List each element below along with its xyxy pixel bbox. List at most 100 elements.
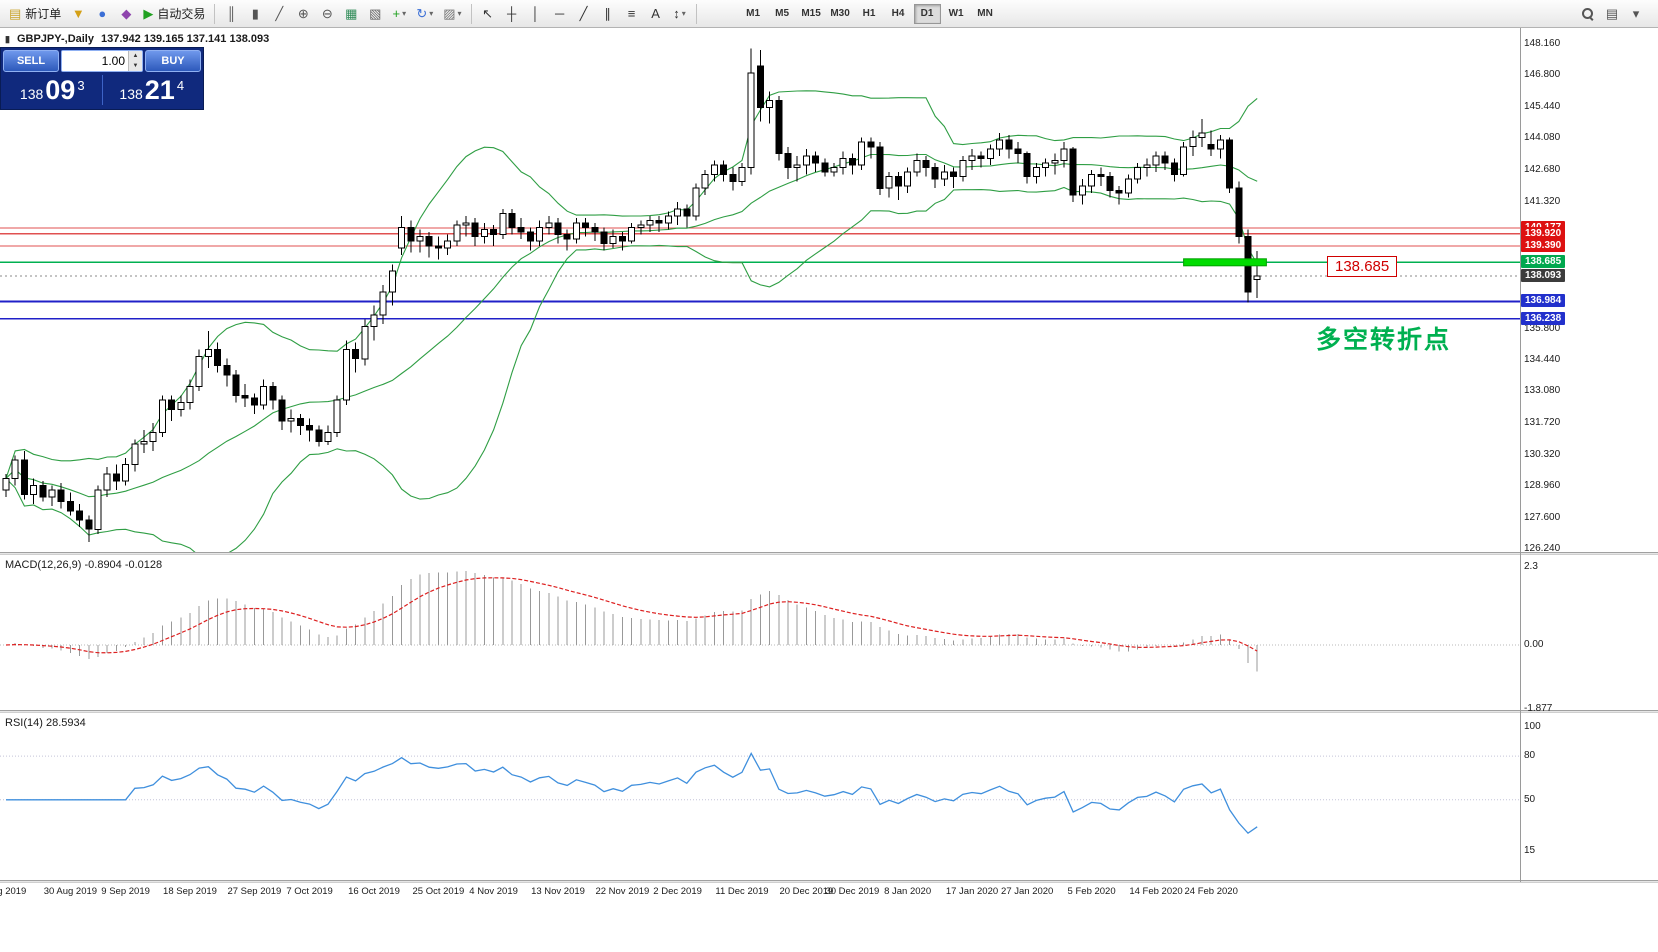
buy-pips: 21 — [144, 74, 175, 105]
candle — [1005, 135, 1013, 159]
macd-panel-splitter[interactable] — [0, 552, 1658, 555]
price-level-annotation[interactable]: 138.685 — [1327, 256, 1398, 277]
bar-chart-button[interactable]: ║ — [220, 3, 242, 25]
timeframe-w1[interactable]: W1 — [948, 8, 964, 19]
line-chart-button[interactable]: ╱ — [268, 3, 290, 25]
candle — [398, 215, 406, 256]
price-level-tag: 139.920 — [1521, 226, 1566, 240]
turning-point-note[interactable]: 多空转折点 — [1316, 326, 1452, 354]
candle — [342, 340, 350, 405]
candle — [1051, 153, 1059, 175]
fibonacci-button[interactable]: ≡ — [621, 3, 643, 25]
sell-button[interactable]: SELL — [3, 50, 59, 72]
sell-price[interactable]: 138 09 3 — [3, 76, 102, 104]
text-icon: A — [651, 6, 660, 21]
candle — [269, 381, 277, 410]
autotrading-button[interactable]: ▶ 自动交易 — [139, 3, 209, 25]
candle — [710, 160, 718, 182]
trendline-button[interactable]: ╱ — [573, 3, 595, 25]
timeframe-m15[interactable]: M15 — [801, 8, 821, 19]
channel-button[interactable]: ∥ — [597, 3, 619, 25]
buy-point: 4 — [176, 77, 185, 93]
layouts-button[interactable]: ▤ — [1601, 3, 1623, 25]
rsi-axis-label: 50 — [1524, 793, 1536, 805]
candle — [20, 450, 28, 500]
chart-ohlc-values: 137.942 139.165 137.141 138.093 — [101, 33, 270, 45]
cascade-windows-button[interactable]: ▧ — [364, 3, 386, 25]
indicators-button[interactable]: ▨ ▾ — [439, 3, 465, 25]
candle — [1235, 181, 1243, 244]
buy-price[interactable]: 138 21 4 — [103, 74, 202, 105]
horizontal-line-button[interactable]: ─ — [549, 3, 571, 25]
market-watch-button[interactable]: ▼ — [67, 3, 89, 25]
time-axis-label: 9 Sep 2019 — [101, 886, 150, 897]
toolbar: ▤ 新订单 ▼ ● ◆ ▶ 自动交易 ║ ▮ ╱ ⊕ ⊖ ▦ ▧ + ▾ ↻ ▾ ▨ ▾ ↖ ┼ │ ─ ╱ ∥ ≡ A ↕ ▾ M1 M5 M… — [0, 0, 1658, 28]
cursor-button[interactable]: ↖ — [477, 3, 499, 25]
new-chart-button[interactable]: + ▾ — [388, 3, 410, 25]
price-level-tag: 138.685 — [1521, 255, 1566, 269]
new-order-button[interactable]: ▤ 新订单 — [5, 3, 65, 25]
main-chart-plot[interactable] — [0, 28, 1520, 552]
rsi-indicator-label: RSI(14) 28.5934 — [5, 717, 86, 729]
candle — [1124, 174, 1132, 198]
candle — [11, 455, 19, 486]
time-axis-label: 11 Dec 2019 — [715, 886, 769, 897]
lot-size-input[interactable] — [62, 51, 128, 71]
profiles-button[interactable]: ↻ ▾ — [412, 3, 437, 25]
candle — [959, 155, 967, 182]
time-axis-label: 13 Nov 2019 — [531, 886, 585, 897]
zoom-in-button[interactable]: ⊕ — [292, 3, 314, 25]
timeframe-d1[interactable]: D1 — [913, 3, 941, 24]
candle — [572, 218, 580, 244]
data-window-button[interactable]: ● — [91, 3, 113, 25]
price-axis-label: 133.080 — [1524, 385, 1561, 397]
macd-panel[interactable] — [0, 555, 1520, 710]
candle — [1207, 130, 1215, 156]
lot-decrease-button[interactable]: ▼ — [128, 61, 142, 71]
vertical-line-button[interactable]: │ — [525, 3, 547, 25]
time-axis-label: 2 Dec 2019 — [653, 886, 702, 897]
price-axis-label: 128.960 — [1524, 480, 1561, 492]
toolbar-right-group: ▤ ▾ — [1576, 3, 1648, 25]
candle — [370, 305, 378, 341]
price-axis-label: 134.440 — [1524, 354, 1561, 366]
candle — [260, 379, 268, 410]
candle — [315, 425, 323, 447]
toolbar-separator — [214, 3, 216, 24]
timeframe-m1[interactable]: M1 — [746, 8, 761, 19]
candle — [674, 202, 682, 226]
candlestick-icon: ▮ — [251, 6, 259, 21]
timeframe-m5[interactable]: M5 — [775, 8, 790, 19]
zoom-out-button[interactable]: ⊖ — [316, 3, 338, 25]
timeframe-m30[interactable]: M30 — [830, 8, 850, 19]
zoom-out-icon: ⊖ — [321, 6, 333, 21]
timeframe-h1[interactable]: H1 — [862, 8, 876, 19]
candle — [1078, 179, 1086, 205]
arrows-button[interactable]: ↕ ▾ — [669, 3, 691, 25]
tile-windows-button[interactable]: ▦ — [340, 3, 362, 25]
more-tools-button[interactable]: ▾ — [1625, 3, 1647, 25]
candle — [950, 167, 958, 189]
candle — [996, 132, 1004, 156]
navigator-button[interactable]: ◆ — [115, 3, 137, 25]
candlestick-chart-button[interactable]: ▮ — [244, 3, 266, 25]
rsi-panel-splitter[interactable] — [0, 710, 1658, 713]
crosshair-button[interactable]: ┼ — [501, 3, 523, 25]
timeframe-mn[interactable]: MN — [977, 8, 993, 19]
candle — [655, 215, 663, 233]
candle — [453, 220, 461, 246]
rsi-panel[interactable] — [0, 713, 1520, 880]
candle — [720, 160, 728, 182]
search-button[interactable] — [1577, 3, 1599, 25]
timeframe-h4[interactable]: H4 — [891, 8, 905, 19]
time-axis-label: 30 Aug 2019 — [43, 886, 98, 897]
candle — [784, 146, 792, 180]
lot-increase-button[interactable]: ▲ — [128, 51, 142, 61]
trendline-highlight-segment[interactable] — [1183, 258, 1267, 267]
candle — [361, 319, 369, 366]
buy-button[interactable]: BUY — [145, 50, 201, 72]
candle — [821, 158, 829, 177]
text-button[interactable]: A — [645, 3, 667, 25]
candle — [618, 232, 626, 251]
